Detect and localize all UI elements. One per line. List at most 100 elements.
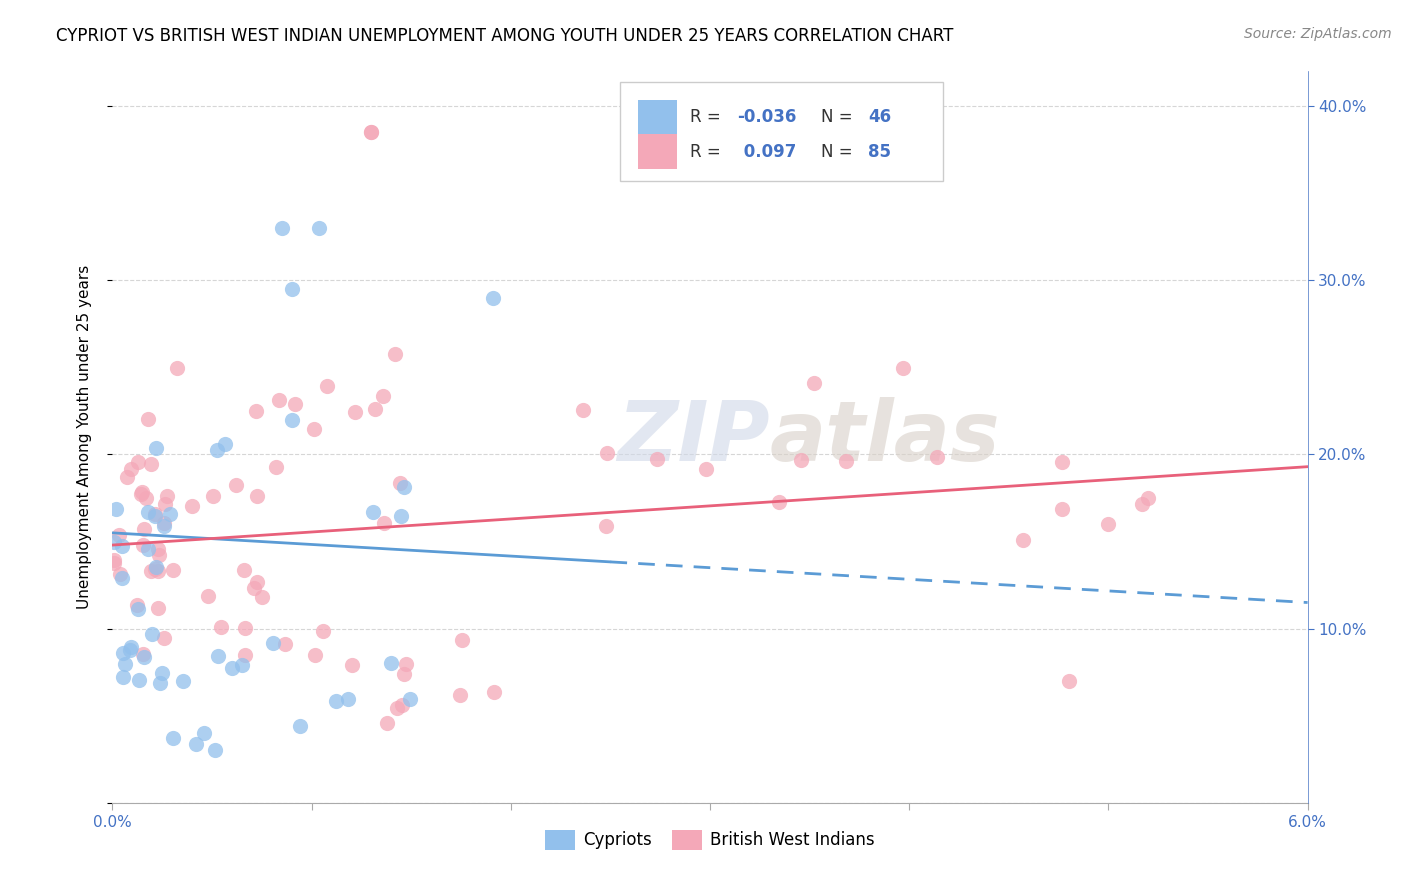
Text: CYPRIOT VS BRITISH WEST INDIAN UNEMPLOYMENT AMONG YOUTH UNDER 25 YEARS CORRELATI: CYPRIOT VS BRITISH WEST INDIAN UNEMPLOYM… [56,27,953,45]
Point [132,538,155,552]
Point [373,389,395,403]
Point [127,601,149,615]
Point [388,475,411,490]
Point [143,562,166,576]
Point [360,125,382,139]
Point [118,643,141,657]
Point [127,455,149,469]
Point [103,552,125,566]
Point [172,673,194,688]
Point [803,376,825,390]
Point [1050,502,1073,516]
Point [214,436,236,450]
Text: 0.097: 0.097 [738,143,796,161]
Point [162,563,184,577]
Point [595,519,617,533]
Point [209,620,232,634]
Point [111,571,134,585]
Point [166,360,188,375]
Point [138,505,160,519]
Point [112,646,135,660]
Point [145,441,167,455]
Point [132,650,155,665]
Point [243,581,266,595]
Text: 85: 85 [868,143,891,161]
Point [281,282,304,296]
Point [302,421,325,435]
Point [207,649,229,664]
Point [269,393,291,408]
Point [927,450,949,465]
Point [204,743,226,757]
Point [1132,497,1154,511]
Point [155,497,177,511]
Point [153,631,176,645]
Point [233,563,256,577]
Point [120,640,142,654]
Point [1097,517,1119,532]
Point [1050,455,1073,469]
Point [262,636,284,650]
Point [1057,673,1080,688]
Point [596,446,619,460]
Point [391,698,413,713]
Point [233,648,256,662]
Point [768,495,790,509]
Point [364,401,387,416]
Point [482,685,505,699]
Point [361,505,384,519]
Point [114,657,136,671]
FancyBboxPatch shape [620,82,943,181]
Point [246,489,269,503]
Point [834,454,856,468]
Point [143,508,166,523]
Point [205,443,228,458]
Point [233,621,256,635]
Point [231,657,253,672]
Point [103,556,125,570]
Text: Source: ZipAtlas.com: Source: ZipAtlas.com [1244,27,1392,41]
Point [308,221,330,235]
Point [143,507,166,521]
Point [288,719,311,733]
Point [129,487,152,501]
Point [156,489,179,503]
Point [153,519,176,533]
Point [316,379,339,393]
Point [202,489,225,503]
Text: R =: R = [690,143,725,161]
Point [245,403,267,417]
Point [139,565,162,579]
Point [389,509,412,524]
Point [340,658,363,673]
Text: R =: R = [690,109,725,127]
Point [399,692,422,706]
FancyBboxPatch shape [638,100,676,135]
Point [128,673,150,687]
Point [790,452,813,467]
Point [136,411,159,425]
Point [132,522,155,536]
Point [149,676,172,690]
Point [392,666,415,681]
Point [131,485,153,500]
Point [148,564,170,578]
Point [695,462,717,476]
Point [572,403,595,417]
Point [225,478,247,492]
Text: N =: N = [821,109,858,127]
Y-axis label: Unemployment Among Youth under 25 years: Unemployment Among Youth under 25 years [77,265,91,609]
Point [117,470,139,484]
Point [312,624,335,639]
Point [139,457,162,471]
Point [270,221,292,235]
Point [181,500,204,514]
Point [343,405,366,419]
Point [135,491,157,505]
FancyBboxPatch shape [638,135,676,169]
Point [384,347,406,361]
Point [273,637,295,651]
Point [250,591,273,605]
Point [304,648,326,662]
Point [647,451,669,466]
